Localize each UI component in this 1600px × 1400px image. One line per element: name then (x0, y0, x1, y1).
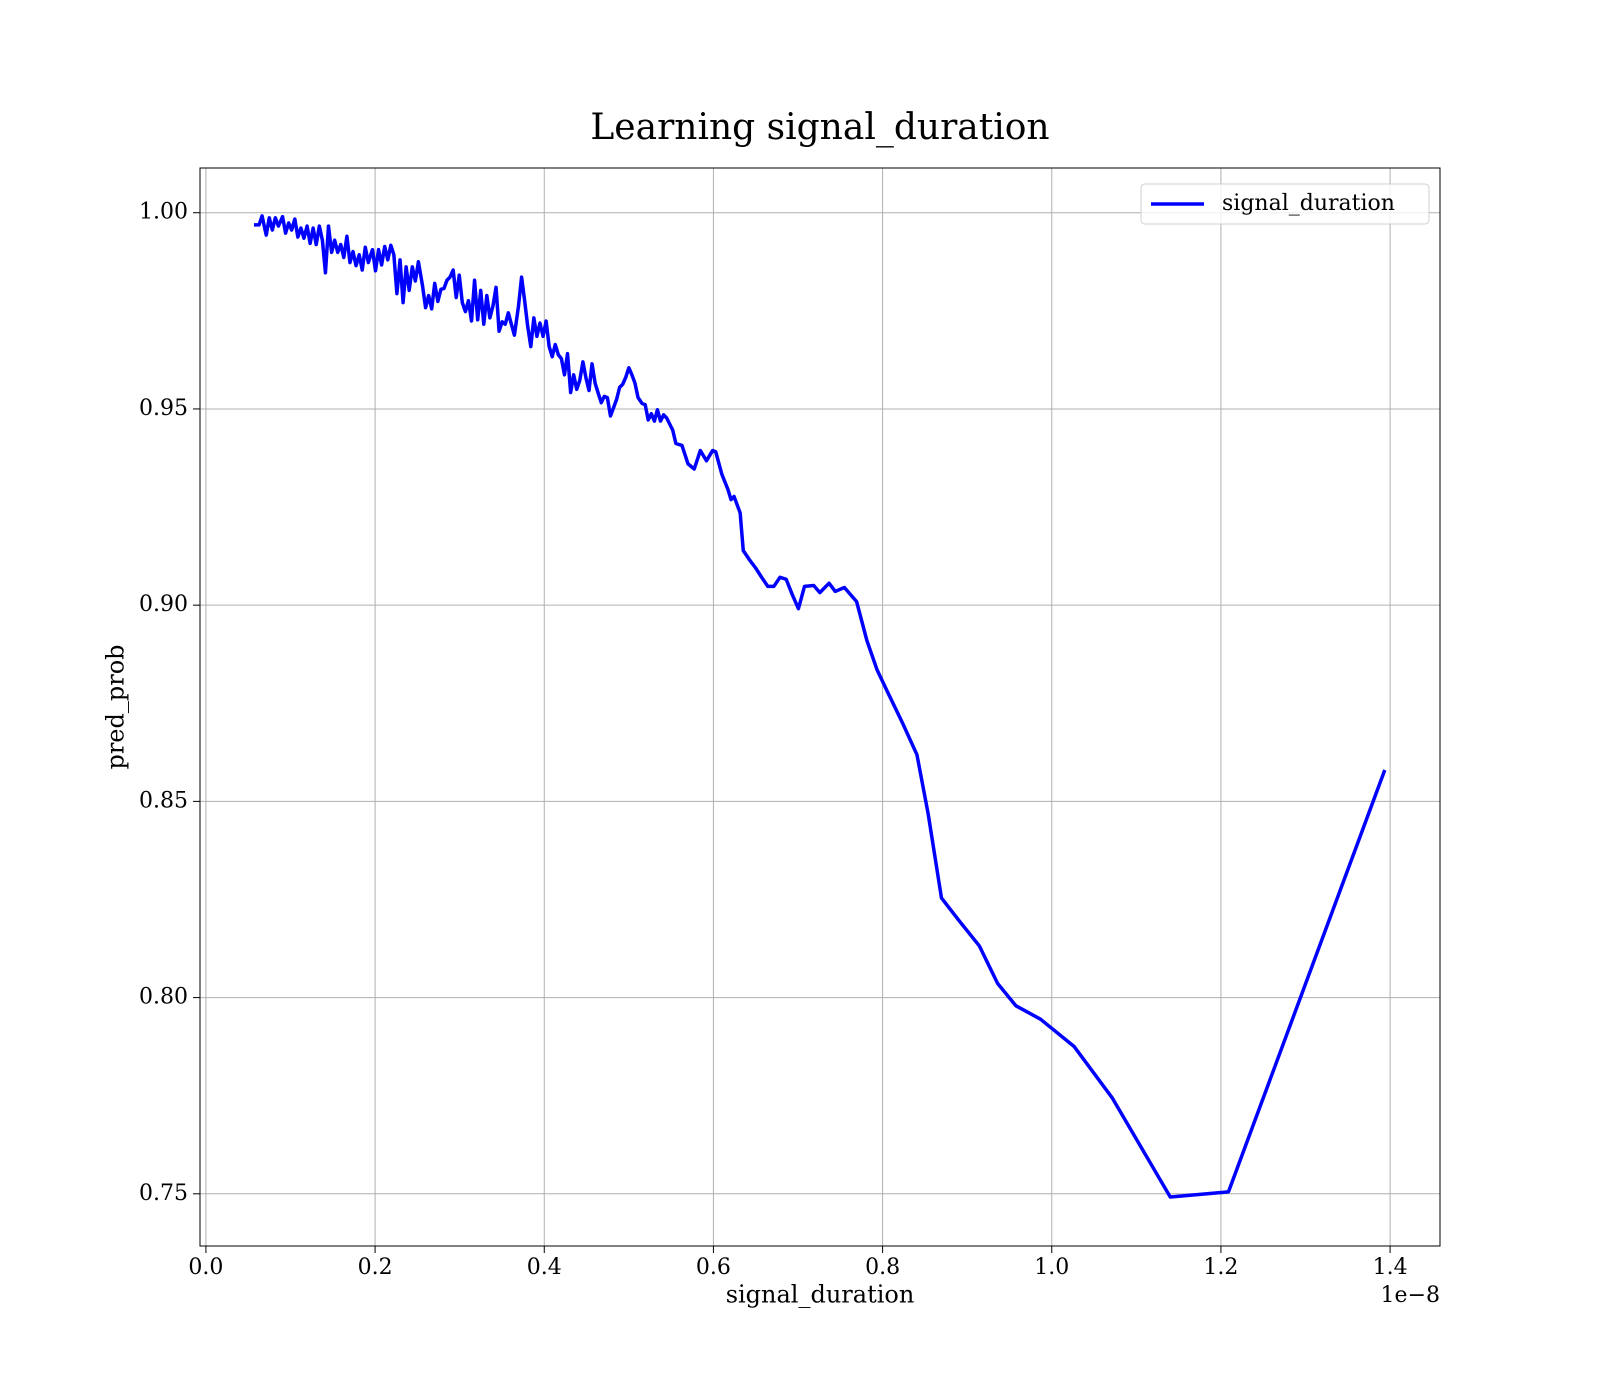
y-tick-label: 0.85 (139, 788, 188, 813)
y-tick-label: 0.90 (139, 592, 188, 617)
x-offset-label: 1e−8 (1381, 1283, 1440, 1308)
x-tick-label: 1.4 (1373, 1255, 1408, 1280)
x-tick-label: 0.2 (358, 1255, 393, 1280)
x-tick-label: 0.6 (696, 1255, 731, 1280)
y-tick-label: 0.75 (139, 1181, 188, 1206)
y-tick-label: 0.80 (139, 985, 188, 1010)
y-axis-label: pred_prob (102, 644, 130, 769)
chart-title: Learning signal_duration (590, 107, 1049, 148)
x-tick-label: 0.0 (188, 1255, 223, 1280)
x-tick-label: 0.8 (865, 1255, 900, 1280)
x-axis-label: signal_duration (726, 1281, 915, 1309)
legend-label: signal_duration (1222, 191, 1395, 216)
data-line (253, 214, 1387, 1199)
y-tick-label: 0.95 (139, 396, 188, 421)
y-tick-label: 1.00 (139, 200, 188, 225)
x-tick-label: 1.0 (1034, 1255, 1069, 1280)
x-tick-label: 1.2 (1203, 1255, 1238, 1280)
x-tick-label: 0.4 (527, 1255, 562, 1280)
plot-frame (199, 167, 1441, 1247)
legend-box (1140, 183, 1430, 225)
